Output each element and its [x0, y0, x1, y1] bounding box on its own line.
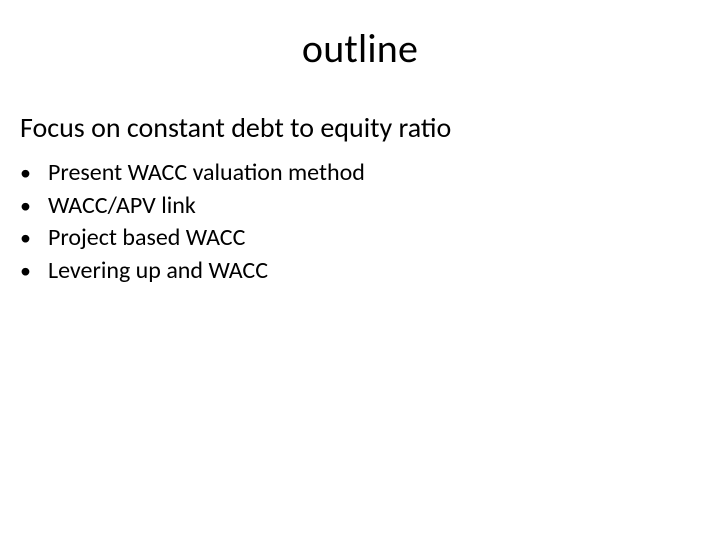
list-item: • Levering up and WACC [20, 256, 365, 287]
bullet-text: Levering up and WACC [48, 256, 268, 287]
bullet-text: WACC/APV link [48, 191, 196, 222]
list-item: • Project based WACC [20, 223, 365, 254]
list-item: • Present WACC valuation method [20, 158, 365, 189]
bullet-text: Present WACC valuation method [48, 158, 365, 189]
bullet-list: • Present WACC valuation method • WACC/A… [20, 158, 365, 289]
bullet-text: Project based WACC [48, 223, 245, 254]
bullet-icon: • [20, 224, 48, 252]
bullet-icon: • [20, 159, 48, 187]
slide-subtitle: Focus on constant debt to equity ratio [20, 110, 451, 145]
list-item: • WACC/APV link [20, 191, 365, 222]
slide: outline Focus on constant debt to equity… [0, 0, 720, 540]
bullet-icon: • [20, 192, 48, 220]
bullet-icon: • [20, 257, 48, 285]
slide-title: outline [0, 24, 720, 73]
